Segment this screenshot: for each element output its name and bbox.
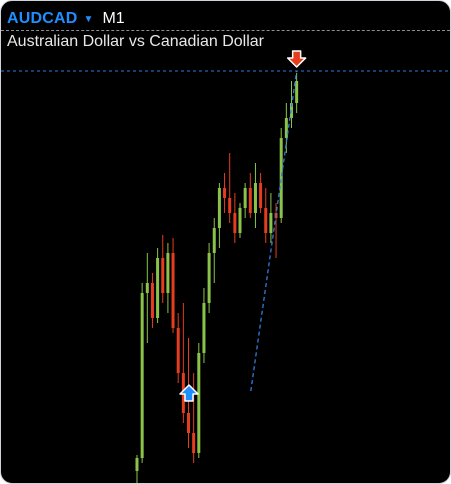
candle-bull	[166, 253, 170, 293]
candle-bull	[279, 138, 283, 218]
sell-arrow-icon[interactable]	[286, 50, 307, 68]
candle-bull	[197, 353, 201, 453]
candle-bull	[217, 188, 221, 228]
candle-bear	[192, 433, 196, 453]
candle-bull	[202, 303, 206, 353]
trend-line	[250, 70, 298, 392]
candle-bull	[212, 228, 216, 253]
header-divider	[1, 30, 450, 31]
buy-arrow-icon[interactable]	[179, 384, 199, 402]
candle-bear	[248, 188, 252, 213]
candle-bull	[207, 253, 211, 303]
candle-bull	[253, 183, 257, 213]
candle-bull	[238, 208, 242, 233]
candle-bull	[295, 81, 299, 103]
candle-bear	[171, 253, 175, 328]
candle-bull	[269, 213, 273, 233]
candle-bear	[187, 413, 190, 433]
candle-bear	[264, 208, 268, 233]
candle-bull	[145, 283, 149, 293]
symbol-selector[interactable]: AUDCAD	[7, 10, 78, 27]
candle-bear	[223, 188, 227, 198]
candle-bear	[233, 213, 237, 233]
candle-bull	[284, 118, 288, 138]
candle-bull	[156, 258, 160, 318]
candle-bull	[140, 293, 144, 458]
timeframe-label[interactable]: M1	[102, 10, 125, 27]
symbol-description: Australian Dollar vs Canadian Dollar	[7, 33, 265, 50]
candle-bear	[176, 328, 180, 373]
candle-bear	[259, 183, 263, 208]
candle-bull	[135, 458, 139, 471]
candle-bear	[150, 283, 154, 318]
candle-bear	[161, 258, 165, 293]
candle-bear	[228, 198, 232, 213]
candle-bull	[243, 188, 247, 208]
chart-header: AUDCAD ▼ M1	[7, 9, 125, 29]
chevron-down-icon[interactable]: ▼	[83, 13, 94, 25]
